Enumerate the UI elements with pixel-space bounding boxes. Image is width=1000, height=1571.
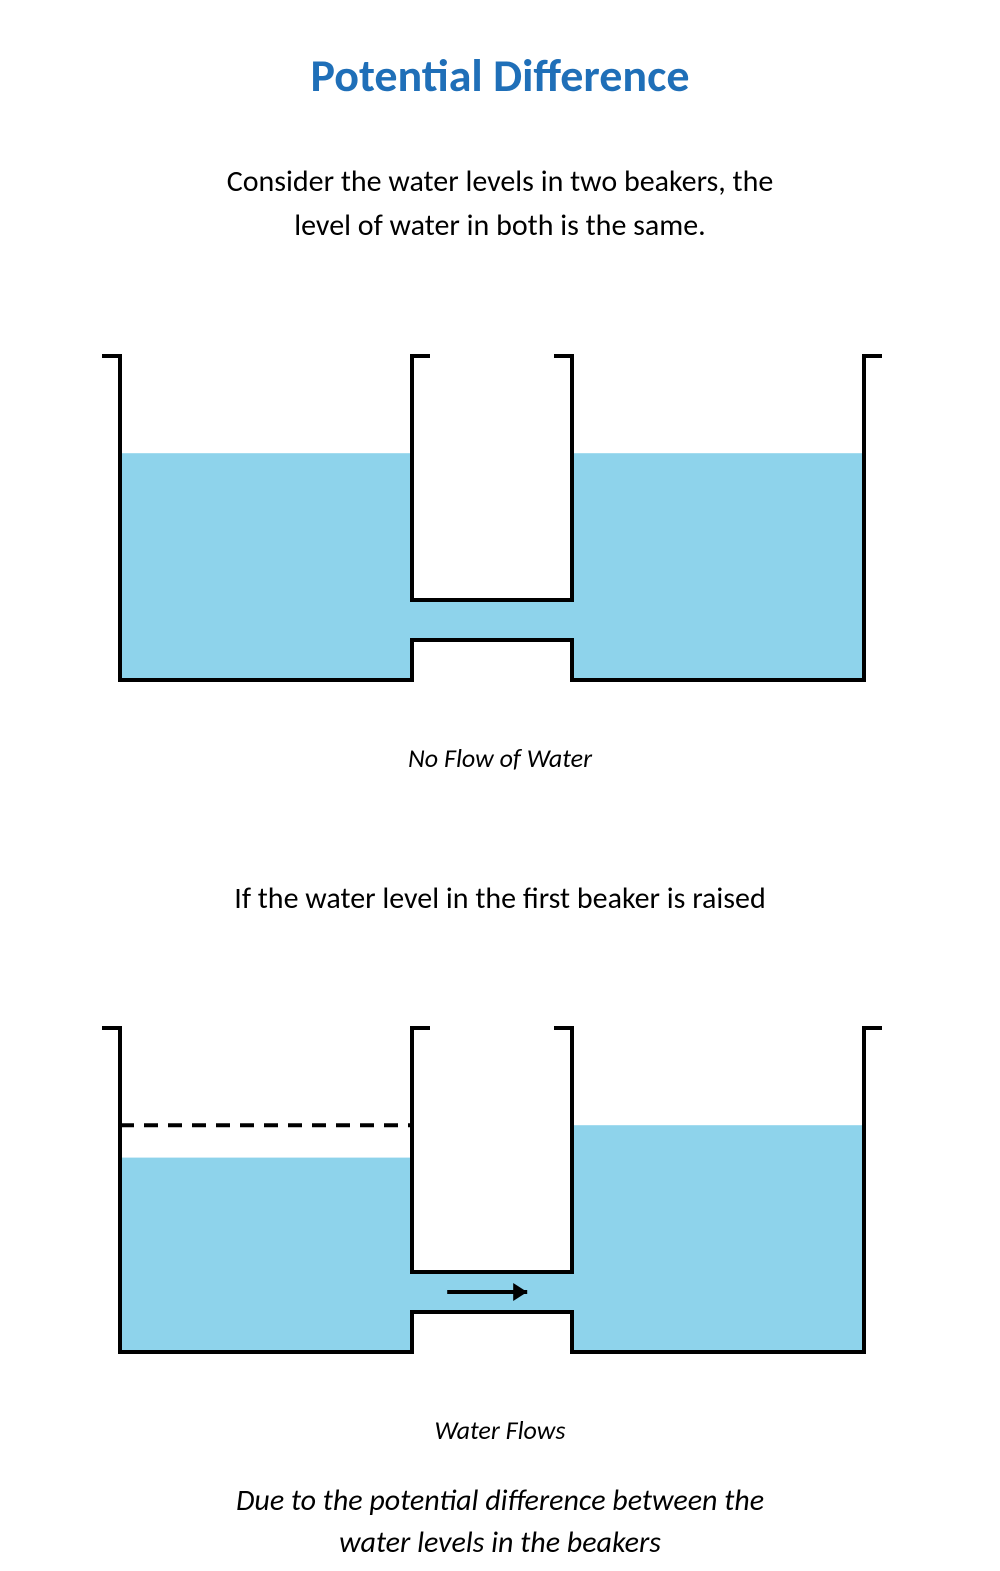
due-text: Due to the potential difference between … <box>0 1480 1000 1564</box>
water-fill <box>120 1158 412 1352</box>
water-fill <box>120 453 412 680</box>
no-flow-label: No Flow of Water <box>0 742 1000 774</box>
diagram-svg <box>0 0 1000 1571</box>
raised-text: If the water level in the first beaker i… <box>0 880 1000 917</box>
water-flows-label: Water Flows <box>0 1414 1000 1446</box>
tube-water <box>412 600 572 640</box>
water-fill <box>572 1125 864 1352</box>
water-fill <box>572 453 864 680</box>
